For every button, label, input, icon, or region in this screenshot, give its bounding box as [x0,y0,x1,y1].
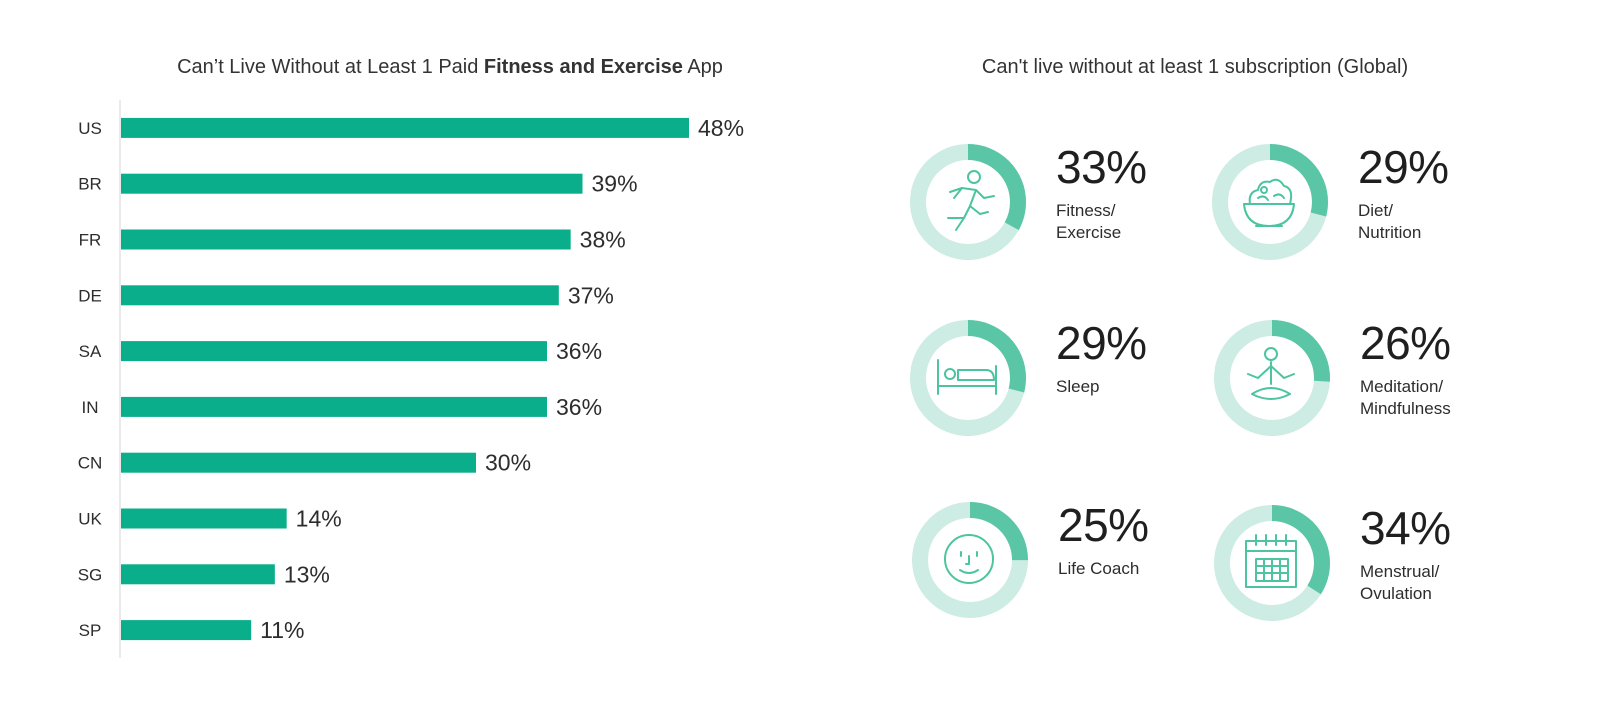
donut-tile: 29% Sleep [908,317,1198,448]
donut-category-label-line: Menstrual/ [1360,562,1440,581]
donut-category-label-line: Exercise [1056,223,1122,242]
bar [121,173,583,194]
donut-category-label: Fitness/Exercise [1056,200,1196,244]
donut-category-label: Diet/Nutrition [1358,200,1498,244]
bar-value-label: 36% [556,394,602,420]
donut-category-label-line: Fitness/ [1056,201,1116,220]
bar [121,396,547,417]
donut-percent-label: 34% [1360,502,1451,554]
donut-ring [1212,144,1328,260]
bar [121,117,689,138]
bed-icon [937,359,997,395]
donut-category-label-line: Meditation/ [1360,377,1444,396]
category-label: UK [78,510,102,529]
donut-percent-label: 26% [1360,317,1451,369]
bar-title-bold: Fitness and Exercise [483,56,683,78]
calendar-icon [1245,534,1297,588]
category-label: BR [78,175,102,194]
donut-category-label-line: Nutrition [1358,223,1422,242]
category-label: SG [78,565,103,584]
bar [121,285,559,306]
donut-ring [910,320,1026,436]
donut-section-title: Can't live without at least 1 subscripti… [981,56,1409,78]
bar-chart-title: Can’t Live Without at Least 1 Paid Fitne… [120,56,780,79]
category-label: US [78,119,102,138]
bar-value-label: 11% [260,617,304,643]
category-label: SP [79,621,102,640]
bar [121,564,275,585]
donut-tile: 26% Meditation/Mindfulness [1212,317,1502,448]
donut-segment [910,320,1026,436]
donut-tile: 33% Fitness/Exercise [908,141,1198,272]
bar-value-label: 14% [296,506,342,532]
donut-tile: 29% Diet/Nutrition [1210,141,1500,272]
donut-percent-label: 29% [1358,141,1449,193]
bar [121,341,547,362]
salad-bowl-icon [1243,178,1295,227]
bar [121,508,287,529]
smiley-face-icon [944,534,994,584]
bar [121,620,252,641]
donut-segment [912,502,1028,618]
donut-segment [1214,320,1330,436]
category-label: SA [79,342,102,361]
donut-category-label-line: Mindfulness [1360,399,1451,418]
bar-value-label: 36% [556,338,602,364]
donut-ring [910,144,1026,260]
donut-percent-label: 33% [1056,141,1147,193]
bar-value-label: 39% [592,171,638,197]
donut-category-label-line: Diet/ [1358,201,1393,220]
donut-segment [1214,505,1330,621]
category-label: FR [79,231,102,250]
donut-category-label-line: Sleep [1056,377,1100,396]
donut-segment [910,144,1026,260]
donut-segment [1212,144,1328,260]
donut-ring [912,502,1028,618]
category-label: DE [78,286,102,305]
category-label: CN [78,454,103,473]
bar-value-label: 13% [284,561,330,587]
bar-chart: US 48% BR 39% FR 38% DE 37% SA 36% IN 36% CN 30% UK 14%… [78,100,744,658]
donut-ring [1214,505,1330,621]
donut-category-label-line: Life Coach [1058,559,1140,578]
runner-icon [947,170,995,231]
donut-category-label: Menstrual/Ovulation [1360,561,1500,605]
bar-title-post: App [682,56,723,78]
bar-value-label: 38% [580,227,626,253]
bar-value-label: 37% [568,282,614,308]
donut-ring [1214,320,1330,436]
category-label: IN [82,398,99,417]
donut-category-label-line: Ovulation [1360,584,1432,603]
donut-category-label: Life Coach [1058,558,1198,580]
donut-category-label: Meditation/Mindfulness [1360,376,1500,420]
bar [121,452,476,473]
donut-category-label: Sleep [1056,376,1196,398]
meditation-icon [1247,347,1295,400]
donut-percent-label: 25% [1058,499,1149,551]
donut-percent-label: 29% [1056,317,1147,369]
bar-title-pre: Can’t Live Without at Least 1 Paid [177,56,484,78]
bar-value-label: 48% [698,115,744,141]
donut-tile: 25% Life Coach [910,499,1200,630]
bar [121,229,571,250]
donut-tile: 34% Menstrual/Ovulation [1212,502,1502,633]
bar-value-label: 30% [485,450,531,476]
